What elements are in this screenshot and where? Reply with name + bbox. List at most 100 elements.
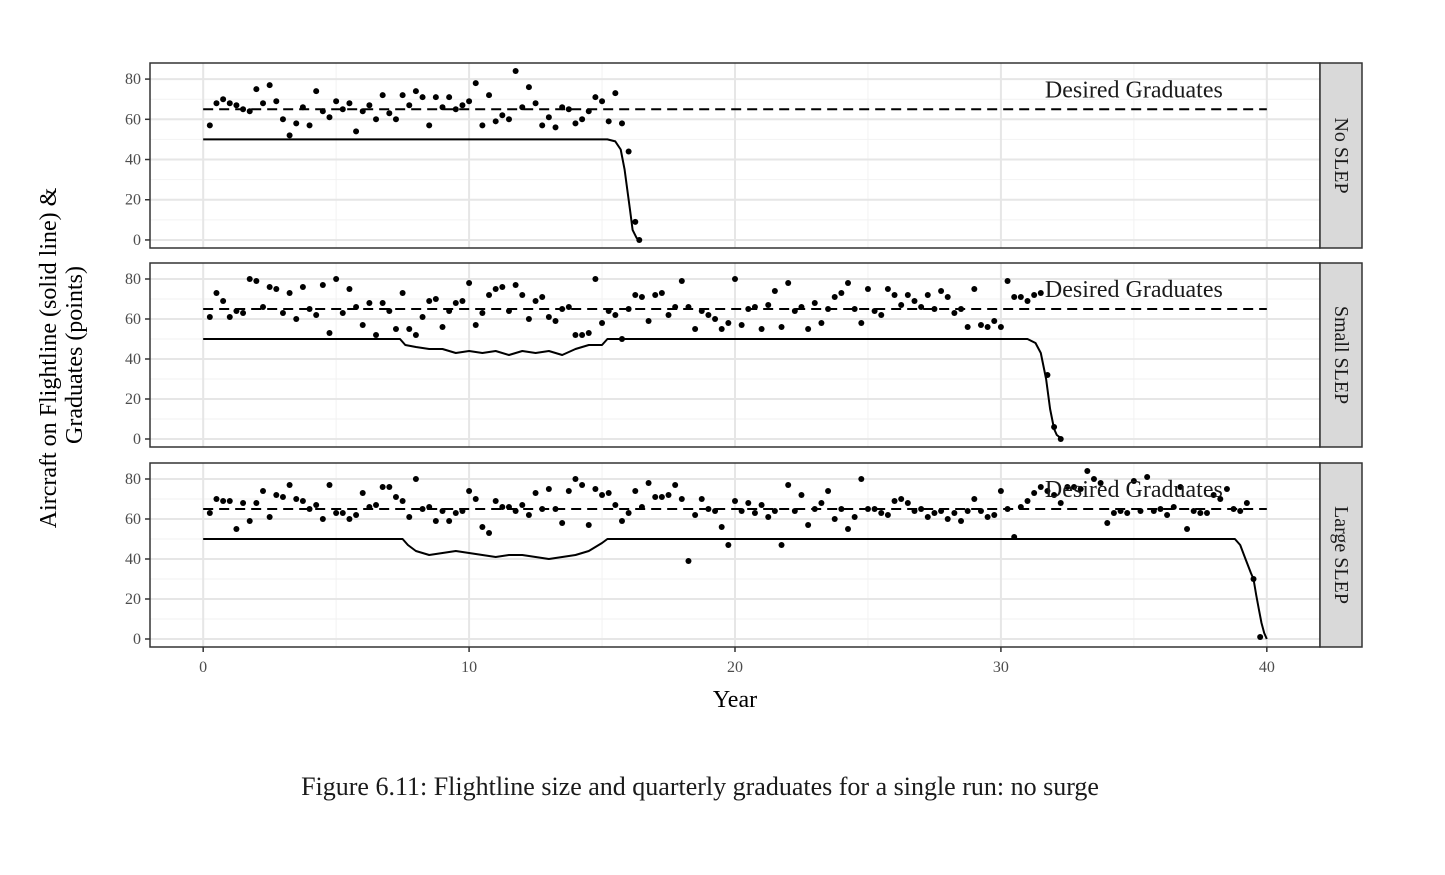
graduate-point — [1170, 504, 1177, 510]
graduate-point — [1203, 510, 1210, 516]
graduate-point — [672, 304, 679, 310]
graduate-point — [319, 282, 326, 288]
graduate-point — [446, 518, 453, 524]
graduate-point — [572, 120, 579, 127]
graduate-point — [672, 482, 679, 488]
graduate-point — [1130, 478, 1137, 484]
graduate-point — [213, 290, 220, 296]
y-tick-label: 20 — [125, 192, 141, 209]
flightline-series — [203, 338, 1063, 440]
graduate-point — [299, 284, 306, 290]
y-tick-label: 80 — [125, 471, 141, 488]
graduate-point — [811, 506, 818, 512]
graduate-point — [1164, 512, 1171, 518]
graduate-point — [519, 502, 526, 508]
graduate-point — [353, 128, 360, 135]
graduate-point — [419, 506, 426, 512]
y-axis-title-line-1: Aircraft on Flightline (solid line) & — [36, 187, 62, 528]
graduate-point — [419, 314, 426, 320]
graduate-point — [1184, 526, 1191, 532]
graduate-point — [499, 112, 506, 119]
graduate-point — [751, 304, 758, 310]
graduate-point — [745, 306, 752, 312]
graduate-point — [406, 326, 413, 332]
graduate-point — [293, 316, 300, 322]
graduate-point — [1230, 506, 1237, 512]
y-tick-label: 0 — [133, 431, 141, 448]
graduate-point — [931, 306, 938, 312]
graduate-point — [472, 80, 479, 87]
graduate-point — [386, 484, 393, 490]
graduate-point — [851, 306, 858, 312]
graduate-point — [845, 280, 852, 286]
graduate-point — [1031, 490, 1038, 496]
graduate-point — [406, 514, 413, 520]
graduate-point — [386, 308, 393, 314]
x-axis: 0 10 20 30 40 — [199, 647, 1275, 676]
graduate-point — [951, 310, 958, 316]
graduate-point — [898, 302, 905, 308]
graduate-point — [559, 306, 566, 312]
graduate-point — [525, 316, 532, 322]
graduate-point — [213, 100, 220, 107]
y-tick-label: 40 — [125, 152, 141, 169]
desired-graduates-label: Desired Graduates — [1045, 277, 1223, 303]
graduate-point — [359, 322, 366, 328]
graduate-point — [253, 278, 260, 284]
graduate-point — [1097, 480, 1104, 486]
graduate-point — [565, 488, 572, 494]
graduate-point — [466, 98, 473, 105]
graduate-point — [1057, 500, 1064, 506]
graduate-point — [1004, 506, 1011, 512]
graduate-point — [738, 322, 745, 328]
graduate-point — [971, 496, 978, 502]
graduate-point — [579, 332, 586, 338]
graduate-point — [831, 294, 838, 300]
x-tick-label: 40 — [1259, 659, 1275, 676]
graduate-point — [492, 118, 499, 125]
graduate-point — [486, 530, 493, 536]
graduate-point — [479, 310, 486, 316]
graduate-point — [339, 510, 346, 516]
graduate-point — [326, 114, 333, 121]
graduate-point — [1004, 278, 1011, 284]
facet-strip-label: No SLEP — [1330, 117, 1352, 193]
graduate-point — [705, 506, 712, 512]
x-tick-label: 0 — [199, 659, 207, 676]
y-tick-label: 80 — [125, 71, 141, 88]
graduate-point — [652, 292, 659, 298]
graduate-point — [612, 502, 619, 508]
graduate-point — [751, 510, 758, 516]
y-tick-label: 20 — [125, 591, 141, 608]
graduate-point — [333, 98, 340, 105]
desired-graduates-label: Desired Graduates — [1045, 477, 1223, 503]
graduate-point — [439, 508, 446, 514]
graduate-point — [432, 296, 439, 302]
graduate-point — [486, 92, 493, 99]
graduate-point — [472, 496, 479, 502]
graduate-point — [1011, 534, 1018, 540]
graduate-point — [858, 476, 865, 482]
graduate-point — [1024, 298, 1031, 304]
panel-2: 0 20 40 60 80 Desired Graduates Large SLEP — [125, 462, 1363, 648]
graduate-point — [466, 280, 473, 286]
graduate-point — [1137, 508, 1144, 514]
graduate-point — [891, 292, 898, 298]
graduate-point — [1104, 520, 1111, 526]
graduate-point — [1077, 486, 1084, 492]
graduate-point — [240, 500, 247, 506]
graduate-point — [552, 124, 559, 131]
graduate-point — [559, 520, 566, 526]
facet-strip — [1319, 462, 1363, 648]
facet-strip-label: Large SLEP — [1330, 506, 1352, 604]
graduate-point — [512, 282, 519, 288]
graduate-point — [698, 308, 705, 314]
graduate-point — [286, 290, 293, 296]
graduate-point — [765, 302, 772, 308]
y-tick-label: 60 — [125, 111, 141, 128]
graduate-point — [825, 488, 832, 494]
graduate-point — [532, 298, 539, 304]
y-tick-label: 20 — [125, 391, 141, 408]
graduate-point — [572, 332, 579, 338]
graduate-point — [1150, 508, 1157, 514]
